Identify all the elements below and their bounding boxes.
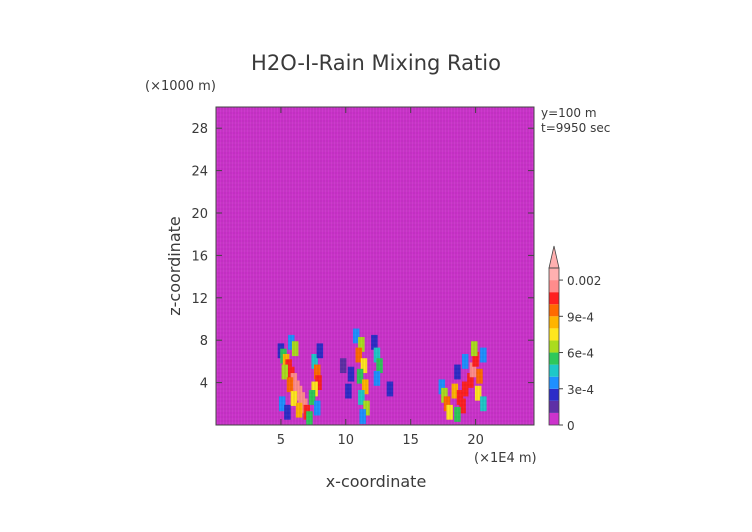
colorbar-segment (549, 328, 559, 341)
heatmap-plot (216, 107, 534, 425)
y-tick-label: 24 (191, 165, 208, 180)
heatmap-cell (362, 379, 369, 395)
heatmap-cell (469, 362, 477, 378)
y-tick-label: 20 (191, 207, 208, 222)
colorbar-label: 6e-4 (567, 347, 594, 361)
colorbar-segment (549, 292, 559, 305)
heatmap-cell (454, 364, 461, 380)
heatmap-cell (358, 337, 365, 352)
heatmap-cell (480, 347, 487, 363)
heatmap-cell (311, 381, 318, 397)
heatmap-cell (306, 411, 313, 425)
colorbar-segment (549, 316, 559, 329)
colorbar: 0 3e-4 6e-4 9e-4 0.002 (548, 245, 601, 433)
colorbar-segment (549, 412, 559, 425)
colorbar-label: 0.002 (567, 274, 601, 288)
heatmap-cell (480, 396, 487, 412)
heatmap-cell (291, 341, 299, 357)
heatmap-cell (373, 370, 381, 386)
colorbar-segment (549, 268, 559, 281)
heatmap-cell (352, 328, 360, 344)
heatmap-cell (461, 353, 469, 369)
heatmap-cell (356, 368, 364, 384)
colorbar-segment (549, 388, 559, 401)
y-tick-label: 28 (191, 122, 208, 137)
heatmap-cell (278, 396, 286, 412)
heatmap-cell (461, 381, 469, 397)
annotation-y: y=100 m (541, 106, 597, 120)
colorbar-segment (549, 280, 559, 293)
colorbar-segment (549, 340, 559, 353)
heatmap-cell (371, 334, 378, 350)
heatmap-cell (286, 377, 294, 393)
colorbar-frame (548, 267, 560, 426)
heatmap-cell (311, 353, 318, 369)
heatmap-cell (471, 341, 478, 357)
colorbar-segment (549, 364, 559, 377)
x-tick-label: 5 (277, 433, 285, 448)
heatmap-cell (451, 383, 459, 399)
y-tick-label: 12 (191, 292, 208, 307)
heatmap-cell (373, 347, 381, 363)
heatmap-cell (358, 390, 365, 405)
annotation-t: t=9950 sec (541, 121, 610, 135)
heatmap-cell (347, 366, 355, 382)
heatmap-cell (446, 404, 453, 420)
x-tick-label: 20 (467, 433, 484, 448)
heatmap-cell (456, 390, 464, 405)
colorbar-segment (549, 400, 559, 413)
heatmap-cell (467, 373, 474, 388)
colorbar-label: 0 (567, 419, 575, 433)
grid-pattern (216, 107, 534, 425)
heatmap-cell (316, 343, 324, 359)
heatmap-cell (308, 390, 316, 405)
x-axis-label: x-coordinate (326, 472, 427, 491)
heatmap-cell (315, 375, 322, 391)
chart-title: H2O-I-Rain Mixing Ratio (251, 51, 501, 75)
heatmap-cell (290, 373, 298, 388)
heatmap-cell (360, 358, 368, 374)
x-tick-label: 15 (402, 433, 419, 448)
colorbar-segment (549, 376, 559, 389)
heatmap-cell (339, 358, 347, 374)
heatmap-cell (454, 406, 461, 422)
heatmap-cell (474, 385, 482, 401)
colorbar-label: 9e-4 (567, 310, 594, 324)
y-tick-label: 16 (191, 249, 208, 264)
heatmap-cell (284, 404, 291, 420)
heatmap-cell (281, 364, 289, 380)
y-tick-label: 8 (200, 334, 208, 349)
colorbar-extend-arrow (548, 245, 560, 269)
heatmap-cell (295, 402, 303, 418)
y-unit-label: (×1000 m) (145, 79, 216, 94)
axis-ticks: 5 10 15 20 4 8 12 16 20 24 28 (191, 107, 534, 448)
heatmap-cell (476, 368, 483, 384)
colorbar-segment (549, 304, 559, 317)
heatmap-cell (290, 391, 298, 406)
y-tick-label: 4 (200, 377, 208, 392)
heatmap-cell (438, 379, 446, 395)
colorbar-label: 3e-4 (567, 383, 594, 397)
heatmap-cell (459, 398, 466, 414)
heatmap-cell (345, 383, 352, 399)
heatmap-cell (313, 400, 321, 416)
y-axis-label: z-coordinate (165, 216, 184, 316)
heatmap-cell (355, 347, 363, 363)
colorbar-segment (549, 352, 559, 365)
heatmap-cell (386, 381, 394, 397)
heatmap-cell (443, 396, 451, 412)
heatmap-cell (441, 387, 448, 403)
plot-frame (215, 106, 535, 426)
heatmap-cell (313, 364, 321, 380)
heatmap-cell (359, 409, 366, 424)
x-unit-label: (×1E4 m) (474, 451, 537, 466)
heatmap-cell (472, 351, 479, 367)
heatmap-cell (363, 400, 370, 416)
heatmap-cell (376, 358, 383, 374)
x-tick-label: 10 (338, 433, 355, 448)
heatmap-cell (288, 334, 295, 350)
